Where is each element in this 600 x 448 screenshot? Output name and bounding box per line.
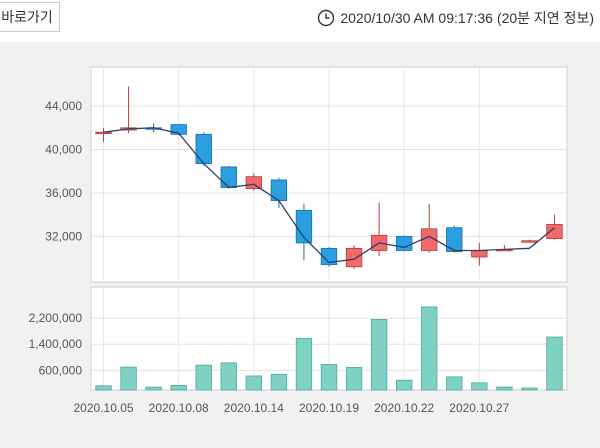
candle-body — [471, 250, 488, 258]
shortcut-button[interactable]: 바로가기 — [0, 2, 60, 32]
volume-bar — [546, 336, 563, 391]
timestamp-bar: 2020/10/30 AM 09:17:36 (20분 지연 정보) — [317, 8, 594, 28]
volume-bar — [220, 362, 237, 391]
volume-bar — [195, 364, 212, 391]
candle-body — [220, 166, 237, 188]
volume-bar — [120, 366, 137, 391]
top-bar: 바로가기 2020/10/30 AM 09:17:36 (20분 지연 정보) — [0, 0, 600, 42]
volume-bar — [95, 385, 112, 391]
candle-body — [395, 235, 413, 251]
x-tick-label: 2020.10.27 — [449, 401, 509, 415]
price-y-tick-label: 40,000 — [45, 143, 82, 157]
candle-body — [245, 176, 263, 190]
volume-bar — [345, 367, 363, 391]
price-y-tick-label: 44,000 — [45, 99, 82, 113]
volume-bar — [521, 387, 538, 391]
x-tick-label: 2020.10.05 — [73, 401, 133, 415]
volume-bar — [145, 386, 162, 391]
volume-bar — [446, 376, 463, 391]
candle-body — [345, 247, 363, 268]
x-tick-label: 2020.10.19 — [299, 401, 359, 415]
volume-bar — [421, 306, 438, 391]
candle-body — [170, 124, 187, 135]
delay-note: (20분 지연 정보) — [496, 10, 594, 26]
volume-y-tick-label: 2,200,000 — [29, 311, 83, 325]
candle-body — [521, 240, 538, 243]
volume-y-tick-label: 1,400,000 — [29, 337, 83, 351]
price-y-tick-label: 32,000 — [45, 229, 82, 243]
x-tick-label: 2020.10.08 — [149, 401, 209, 415]
x-tick-label: 2020.10.22 — [374, 401, 434, 415]
moving-average-line — [103, 127, 555, 264]
clock-icon — [318, 9, 335, 27]
x-tick-label: 2020.10.14 — [224, 401, 284, 415]
volume-bar — [245, 375, 263, 391]
volume-y-tick-label: 600,000 — [39, 363, 83, 377]
volume-bar — [471, 382, 488, 391]
volume-bar — [170, 385, 187, 391]
timestamp-text: 2020/10/30 AM 09:17:36 — [340, 10, 493, 26]
candle-body — [320, 247, 338, 266]
candle-body — [546, 224, 563, 239]
price-y-tick-label: 36,000 — [45, 186, 82, 200]
volume-bar — [496, 386, 513, 391]
volume-bar — [395, 379, 413, 391]
volume-bar — [370, 318, 388, 391]
volume-bar — [320, 364, 338, 391]
volume-bar — [270, 373, 288, 391]
candle-body — [446, 227, 463, 252]
volume-bar — [295, 337, 313, 391]
stock-chart: 32,000 36,000 40,000 44,000 600,000 1,400,000… — [29, 66, 568, 415]
candle-body — [195, 133, 212, 165]
